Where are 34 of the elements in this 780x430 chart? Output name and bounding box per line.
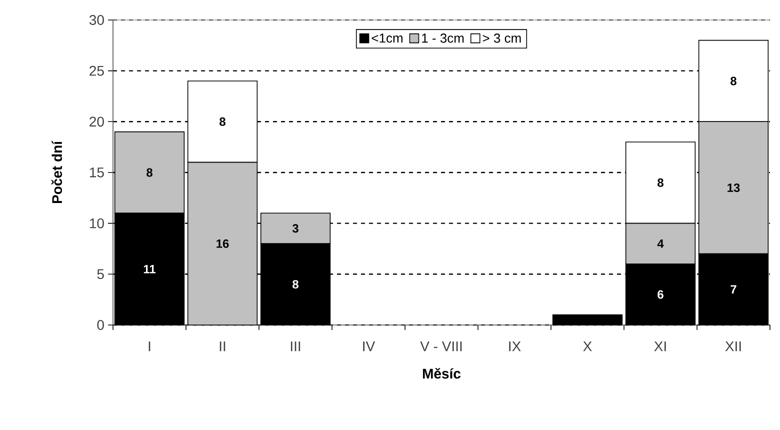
y-tick-label: 20	[90, 116, 104, 127]
data-label: 8	[146, 168, 152, 177]
data-label: 13	[728, 183, 740, 192]
x-tick-label: II	[220, 342, 226, 352]
y-tick-label: 25	[90, 66, 104, 76]
y-tick-label: 10	[90, 218, 104, 228]
data-label: 7	[730, 285, 736, 294]
data-label: 6	[658, 290, 664, 299]
y-tick-label: 0	[97, 320, 104, 330]
x-tick-label: XII	[725, 342, 741, 352]
x-tick-label: III	[290, 342, 300, 352]
x-tick-label: IV	[363, 342, 376, 352]
data-label: 8	[292, 280, 298, 289]
x-tick-label: X	[583, 342, 592, 352]
y-tick-label: 30	[89, 15, 104, 25]
data-label: 8	[658, 178, 664, 187]
legend-label: > 3 cm	[482, 34, 521, 43]
data-label: 8	[220, 117, 226, 126]
data-label: 3	[292, 224, 298, 233]
bar	[552, 314, 623, 326]
data-label: 4	[657, 240, 664, 248]
data-label: 16	[216, 239, 229, 248]
legend-label: <1cm	[372, 34, 402, 43]
x-axis-title: Měsíc	[422, 368, 461, 379]
y-axis-title: Počet dní	[51, 140, 62, 204]
y-tick-label: 15	[90, 168, 104, 178]
x-tick-label: V - VIII	[420, 342, 462, 352]
x-tick-label: XI	[654, 342, 666, 352]
x-tick-label: IX	[509, 342, 521, 352]
x-tick-label: I	[148, 342, 150, 352]
data-label: 11	[144, 264, 156, 274]
y-tick-label: 5	[97, 269, 104, 280]
legend-label: 1 - 3cm	[422, 34, 464, 43]
data-label: 8	[730, 76, 736, 86]
